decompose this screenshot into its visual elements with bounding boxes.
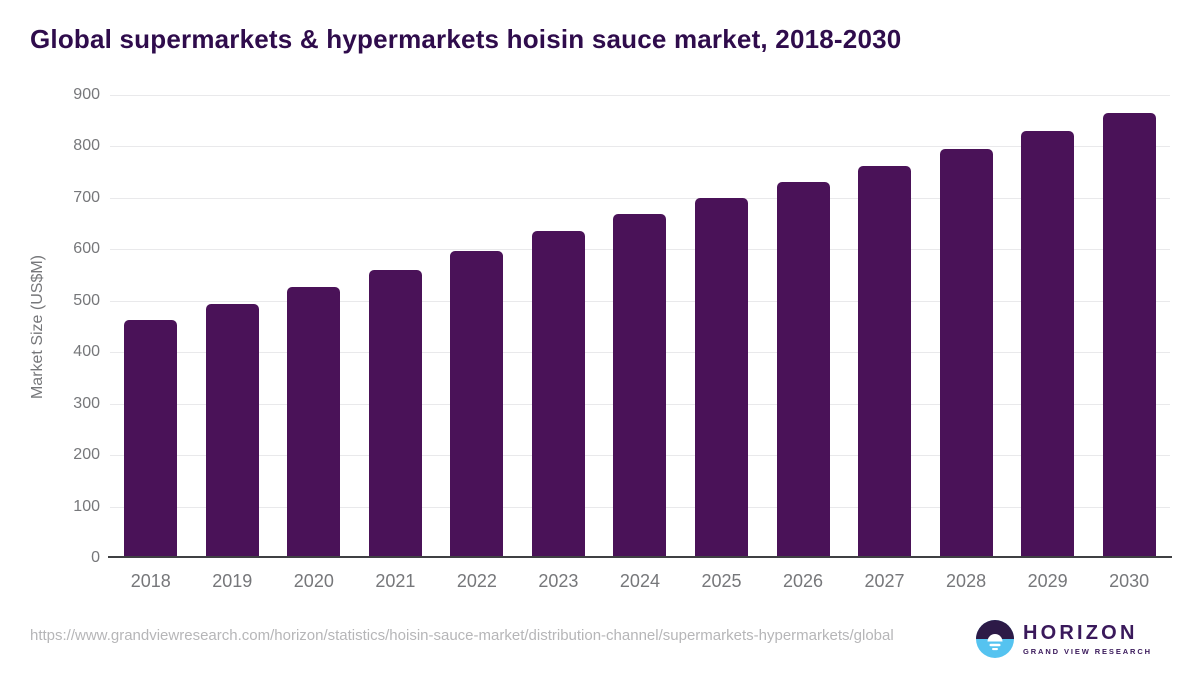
horizon-logo: HORIZON GRAND VIEW RESEARCH [975, 620, 1152, 658]
x-tick-label-2025: 2025 [701, 571, 742, 591]
bar-group-2019: 2019 [192, 95, 274, 591]
logo-text: HORIZON GRAND VIEW RESEARCH [1023, 623, 1152, 656]
bar-group-2022: 2022 [436, 95, 518, 591]
bar-series: 2018 2019 2020 2021 2022 2023 2024 2025 2026 2027… [110, 95, 1170, 591]
bar-group-2027: 2027 [844, 95, 926, 591]
y-tick-label-0: 0 [91, 549, 100, 566]
y-tick-label-600: 600 [73, 240, 100, 258]
bar-group-2026: 2026 [762, 95, 844, 591]
bar-group-2023: 2023 [518, 95, 600, 591]
horizon-sun-circle-icon [975, 620, 1014, 658]
bar-group-2025: 2025 [681, 95, 763, 591]
bar-2022 [450, 250, 504, 558]
y-tick-label-400: 400 [73, 343, 100, 361]
y-axis-ticks: 0 100 200 300 400 500 600 700 800 900 [0, 86, 100, 566]
bar-2021 [368, 269, 422, 558]
x-tick-label-2019: 2019 [212, 571, 253, 591]
x-tick-label-2020: 2020 [293, 571, 334, 591]
bar-2018 [124, 319, 178, 558]
x-tick-label-2018: 2018 [130, 571, 171, 591]
bar-group-2020: 2020 [273, 95, 355, 591]
y-tick-label-800: 800 [73, 137, 100, 155]
bar-2029 [1021, 131, 1075, 558]
x-tick-label-2028: 2028 [946, 571, 987, 591]
y-tick-label-200: 200 [73, 446, 100, 464]
gridline-700 [110, 197, 1170, 199]
x-tick-label-2022: 2022 [456, 571, 497, 591]
x-tick-label-2021: 2021 [375, 571, 416, 591]
bar-2023 [531, 230, 585, 558]
logo-name: HORIZON [1022, 621, 1138, 644]
x-tick-label-2029: 2029 [1027, 571, 1068, 591]
bar-2027 [858, 166, 912, 558]
x-tick-label-2023: 2023 [538, 571, 579, 591]
y-tick-label-900: 900 [73, 86, 100, 103]
gridline-900 [110, 95, 1170, 96]
logo-subtext: GRAND VIEW RESEARCH [1022, 646, 1152, 656]
gridline-800 [110, 146, 1170, 148]
bar-2026 [776, 182, 830, 558]
bar-2020 [287, 287, 341, 558]
bar-2028 [939, 149, 993, 558]
bar-group-2024: 2024 [599, 95, 681, 591]
bar-group-2029: 2029 [1007, 95, 1089, 591]
x-tick-label-2027: 2027 [864, 571, 905, 591]
x-axis-line [108, 556, 1172, 558]
bar-2025 [694, 198, 748, 558]
plot-area: 2018 2019 2020 2021 2022 2023 2024 2025 2026 2027… [110, 95, 1170, 591]
bar-group-2018: 2018 [110, 95, 192, 591]
y-tick-label-100: 100 [73, 497, 100, 515]
bar-group-2021: 2021 [355, 95, 437, 591]
y-tick-label-700: 700 [73, 188, 100, 206]
y-tick-label-500: 500 [73, 291, 100, 309]
chart-title: Global supermarkets & hypermarkets hoisi… [30, 24, 902, 54]
bar-2030 [1102, 112, 1156, 558]
bar-group-2030: 2030 [1088, 95, 1170, 591]
y-tick-label-300: 300 [73, 394, 100, 412]
x-tick-label-2030: 2030 [1109, 571, 1150, 591]
x-tick-label-2024: 2024 [619, 571, 660, 591]
x-tick-label-2026: 2026 [782, 571, 824, 591]
bar-2019 [205, 304, 259, 558]
bar-2024 [613, 214, 667, 558]
source-url: https://www.grandviewresearch.com/horizo… [30, 627, 894, 644]
bar-group-2028: 2028 [925, 95, 1007, 591]
